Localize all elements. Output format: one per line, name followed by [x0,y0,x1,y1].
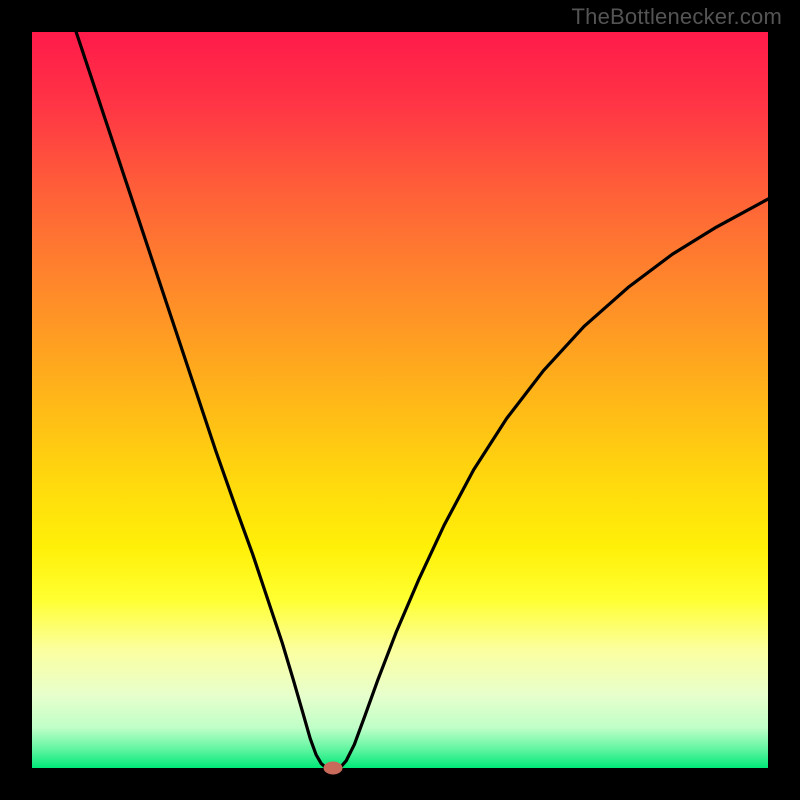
plot-background [32,32,768,768]
bottleneck-chart [0,0,800,800]
watermark-text: TheBottlenecker.com [572,4,782,30]
optimum-marker [324,762,342,774]
